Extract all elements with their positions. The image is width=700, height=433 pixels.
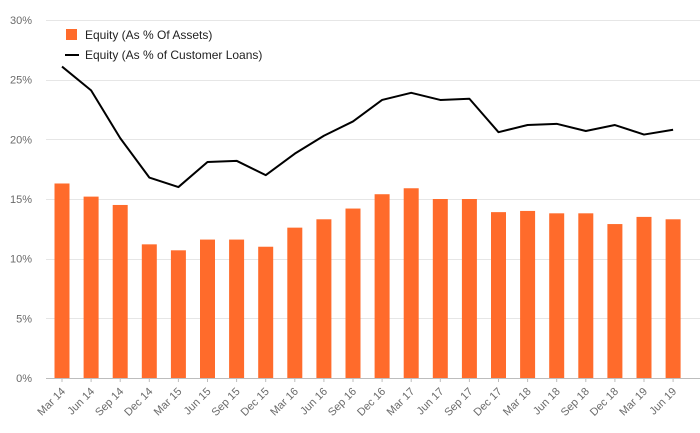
x-tick-label: Dec 18	[588, 386, 621, 419]
y-tick-label: 25%	[10, 75, 32, 87]
bar	[287, 227, 303, 378]
bar	[665, 219, 681, 378]
bar	[549, 213, 565, 378]
bar	[170, 250, 186, 378]
bar	[112, 204, 128, 378]
x-tick-label: Jun 18	[531, 386, 563, 418]
bar	[54, 183, 70, 378]
y-tick-label: 10%	[10, 254, 32, 266]
bar	[461, 199, 477, 378]
x-tick-label: Dec 17	[471, 386, 504, 419]
x-tick-label: Mar 18	[501, 386, 534, 419]
line-layer	[61, 65, 674, 189]
x-tick-label: Jun 14	[65, 386, 97, 418]
x-tick-label: Mar 15	[152, 386, 185, 419]
bar	[141, 244, 157, 378]
bar	[374, 194, 390, 378]
x-tick-label: Sep 18	[559, 386, 592, 419]
y-tick-label: 30%	[10, 15, 32, 27]
bar	[83, 196, 99, 378]
bars-layer	[54, 183, 681, 378]
legend: Equity (As % Of Assets) Equity (As % of …	[65, 28, 262, 62]
bar	[520, 210, 536, 378]
x-tick-label: Sep 16	[326, 386, 359, 419]
y-tick-label: 15%	[10, 194, 32, 206]
x-tick-label: Jun 17	[415, 386, 447, 418]
bar	[636, 216, 652, 378]
y-tick-label: 20%	[10, 134, 32, 146]
legend-label-assets: Equity (As % Of Assets)	[85, 28, 212, 42]
x-tick-label: Jun 15	[182, 386, 214, 418]
series-line-loans	[61, 65, 674, 189]
x-tick-label: Sep 14	[93, 386, 126, 419]
bar	[316, 219, 332, 378]
x-tick-label: Dec 16	[355, 386, 388, 419]
legend-swatch-assets	[66, 29, 77, 40]
bar	[607, 224, 623, 378]
y-tick-label: 0%	[16, 373, 32, 385]
bar	[345, 208, 361, 378]
bar	[200, 239, 215, 378]
x-tick-label: Sep 17	[442, 386, 475, 419]
bar	[432, 199, 448, 378]
x-tick-label: Mar 19	[617, 386, 650, 419]
y-tick-label: 5%	[16, 313, 32, 325]
bar	[258, 246, 274, 378]
x-tick-label: Jun 19	[647, 386, 679, 418]
x-tick-label: Dec 15	[239, 386, 272, 419]
bar	[229, 239, 245, 378]
bar	[403, 188, 419, 378]
bar	[578, 213, 594, 378]
x-tick-label: Jun 16	[298, 386, 330, 418]
x-tick-label: Mar 16	[268, 386, 301, 419]
x-tick-label: Mar 14	[35, 386, 68, 419]
bar	[491, 212, 506, 378]
x-tick-label: Sep 15	[210, 386, 243, 419]
legend-label-loans: Equity (As % of Customer Loans)	[85, 48, 262, 62]
x-tick-label: Mar 17	[385, 386, 418, 419]
x-tick-label: Dec 14	[122, 386, 155, 419]
